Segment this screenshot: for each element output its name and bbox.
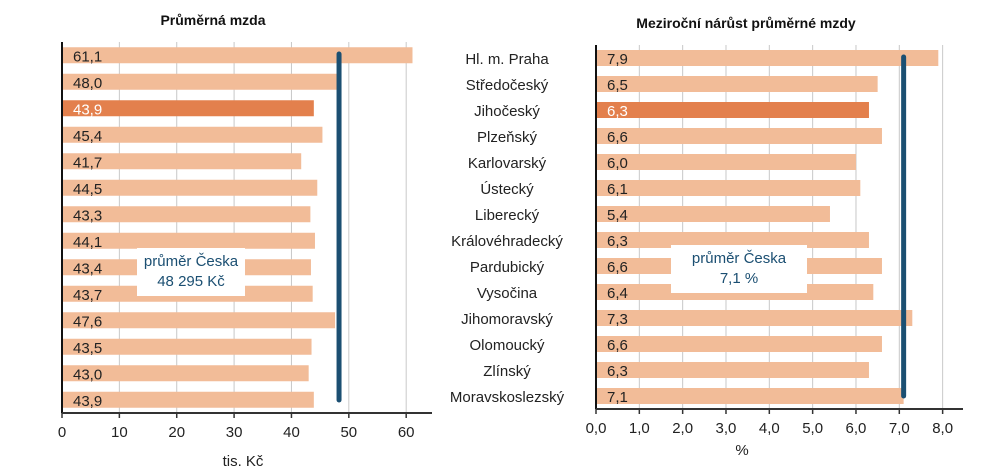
x-tick-label: 8,0 — [932, 420, 953, 437]
data-label: 48,0 — [73, 75, 102, 92]
category-label: Karlovarský — [468, 155, 547, 172]
bar — [62, 338, 312, 355]
bar — [596, 50, 939, 66]
data-label: 43,0 — [73, 366, 102, 383]
average-note-line2: 48 295 Kč — [157, 273, 225, 290]
data-label: 43,4 — [73, 260, 102, 277]
bar — [596, 336, 882, 352]
x-tick-label: 20 — [168, 424, 185, 441]
data-label: 5,4 — [607, 207, 628, 224]
category-label: Plzeňský — [477, 129, 538, 146]
bar — [596, 362, 869, 378]
data-label: 6,5 — [607, 77, 628, 94]
bar — [596, 128, 882, 144]
average-note-right: průměr Česka 7,1 % — [671, 245, 807, 293]
bar — [62, 126, 323, 143]
bar — [62, 391, 314, 408]
bar — [596, 180, 861, 196]
x-tick-label: 2,0 — [672, 420, 693, 437]
category-label: Liberecký — [475, 207, 540, 224]
average-note-line1: průměr Česka — [691, 250, 787, 267]
data-label: 43,9 — [73, 101, 102, 118]
chart-title: Meziroční nárůst průměrné mzdy — [636, 15, 856, 31]
bar — [62, 206, 311, 223]
x-tick-label: 10 — [111, 424, 128, 441]
data-label: 6,1 — [607, 181, 628, 198]
bar — [596, 206, 830, 222]
data-label: 6,3 — [607, 103, 628, 120]
average-note-line1: průměr Česka — [143, 253, 239, 270]
data-label: 44,1 — [73, 234, 102, 251]
bar — [596, 102, 869, 118]
data-label: 7,3 — [607, 311, 628, 328]
x-axis-title: tis. Kč — [223, 453, 264, 470]
x-tick-label: 0,0 — [586, 420, 607, 437]
chart-title: Průměrná mzda — [160, 12, 265, 28]
data-label: 6,6 — [607, 259, 628, 276]
data-label: 43,5 — [73, 340, 102, 357]
data-label: 41,7 — [73, 154, 102, 171]
data-label: 44,5 — [73, 181, 102, 198]
data-label: 6,3 — [607, 233, 628, 250]
category-label: Pardubický — [470, 259, 545, 276]
bar — [596, 232, 869, 248]
x-tick-label: 30 — [226, 424, 243, 441]
data-label: 6,0 — [607, 155, 628, 172]
data-label: 6,4 — [607, 285, 628, 302]
data-label: 6,6 — [607, 129, 628, 146]
data-label: 7,1 — [607, 389, 628, 406]
data-label: 43,3 — [73, 207, 102, 224]
data-label: 61,1 — [73, 48, 102, 65]
bar — [62, 232, 315, 249]
data-label: 43,9 — [73, 393, 102, 410]
x-tick-label: 40 — [283, 424, 300, 441]
category-label: Moravskoslezský — [450, 389, 565, 406]
bar — [62, 100, 314, 117]
category-label: Jihomoravský — [461, 311, 553, 328]
data-label: 47,6 — [73, 313, 102, 330]
category-label: Ústecký — [480, 181, 534, 198]
average-note-left: průměr Česka 48 295 Kč — [137, 248, 245, 296]
category-label: Hl. m. Praha — [465, 51, 549, 68]
bar — [596, 310, 913, 326]
bar — [596, 154, 856, 170]
data-label: 45,4 — [73, 128, 102, 145]
bar — [62, 179, 318, 196]
category-label: Zlínský — [483, 363, 531, 380]
average-note-line2: 7,1 % — [719, 270, 759, 287]
x-tick-label: 60 — [398, 424, 415, 441]
category-label: Královéhradecký — [451, 233, 563, 250]
category-label: Jihočeský — [474, 103, 540, 120]
x-tick-label: 3,0 — [716, 420, 737, 437]
x-tick-label: 7,0 — [889, 420, 910, 437]
data-label: 6,3 — [607, 363, 628, 380]
bar — [62, 73, 338, 90]
bar — [62, 312, 336, 329]
data-label: 6,6 — [607, 337, 628, 354]
category-label: Olomoucký — [469, 337, 545, 354]
bar — [62, 365, 309, 382]
x-tick-label: 5,0 — [802, 420, 823, 437]
data-label: 7,9 — [607, 51, 628, 68]
bar — [62, 153, 302, 170]
category-label: Vysočina — [477, 285, 538, 302]
category-label: Středočeský — [466, 77, 549, 94]
x-tick-label: 6,0 — [846, 420, 867, 437]
bar — [596, 76, 878, 92]
x-tick-label: 4,0 — [759, 420, 780, 437]
x-tick-label: 1,0 — [629, 420, 650, 437]
bar — [62, 47, 413, 64]
x-tick-label: 0 — [58, 424, 66, 441]
x-axis-title: % — [735, 442, 748, 459]
data-label: 43,7 — [73, 287, 102, 304]
bar — [596, 388, 904, 404]
x-tick-label: 50 — [340, 424, 357, 441]
